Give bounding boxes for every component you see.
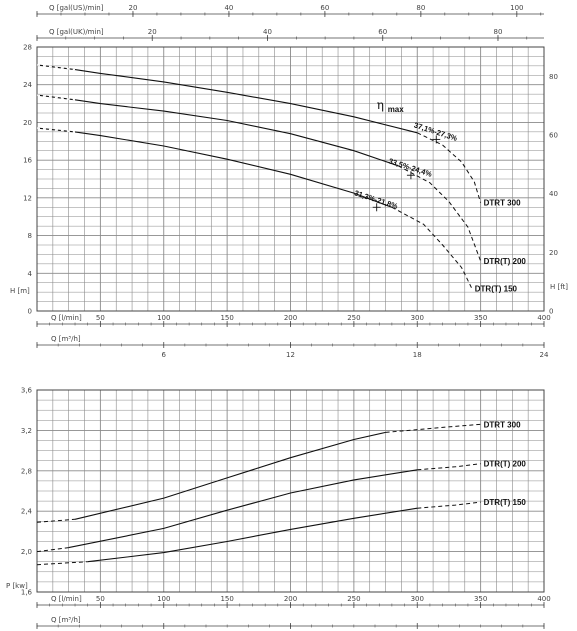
power-plot-frame	[36, 389, 545, 593]
y2-tick-label: 0	[549, 308, 553, 316]
x-tick-label: 100	[157, 595, 170, 603]
y-tick-label: 1,6	[21, 589, 33, 597]
power-curve-dashed-start	[36, 561, 88, 566]
y-axis-label: H [m]	[10, 287, 30, 295]
x-tick-label: 200	[284, 595, 297, 603]
x-tick-label: 400	[537, 595, 550, 603]
y-tick-label: 3,6	[21, 387, 33, 395]
x-tick-label: 150	[220, 314, 233, 322]
y-tick-label: 8	[28, 232, 32, 240]
x-tick-label: 50	[96, 595, 105, 603]
curve-label: DTR(T) 200	[484, 257, 527, 266]
power-curve-solid	[87, 507, 418, 563]
x-tick-label: 300	[411, 595, 424, 603]
power-curve-solid	[68, 469, 418, 549]
x2-tick-label: 6	[162, 351, 167, 359]
y2-tick-label: 20	[549, 249, 558, 257]
x2-tick-label: 18	[413, 351, 422, 359]
y-axis-label: P [kw]	[6, 582, 28, 590]
y2-tick-label: 80	[549, 73, 558, 81]
x-tick-label: 200	[284, 314, 297, 322]
y2-axis-label: H [ft]	[550, 283, 568, 291]
x-tick-label: 250	[347, 314, 360, 322]
head-curve-start-gap	[36, 94, 76, 101]
curve-label: DTR(T) 150	[484, 498, 527, 507]
y2-tick-label: 60	[549, 132, 558, 140]
y-tick-label: 12	[23, 194, 32, 202]
top-axis-tick-label: 60	[320, 4, 329, 12]
head-chart: 0 4 8 12 16 20 24 28 0 20 40 60 80 H [m] H [ft] 20 40 60 8…	[10, 4, 568, 359]
head-curve-start-gap	[36, 127, 76, 133]
head-curve-solid	[36, 127, 393, 208]
head-plot-frame	[36, 46, 545, 312]
y-tick-label: 0	[28, 308, 32, 316]
y-tick-label: 16	[23, 157, 32, 165]
top-axis-label: Q [gal(UK)/min]	[49, 28, 104, 36]
x-tick-label: 50	[96, 314, 105, 322]
top-axis-label: Q [gal(US)/min]	[49, 4, 104, 12]
eta-subscript: max	[388, 105, 405, 114]
x-tick-label: 250	[347, 595, 360, 603]
y-tick-label: 2,0	[21, 548, 32, 556]
x-axis-label: Q [l/min]	[51, 314, 82, 322]
y-tick-label: 2,4	[21, 508, 33, 516]
power-curve-dashed-start	[36, 518, 76, 523]
eta-symbol: η	[377, 98, 384, 112]
y-tick-label: 2,8	[21, 467, 32, 475]
x2-tick-label: 12	[286, 351, 295, 359]
x-tick-label: 350	[474, 595, 487, 603]
head-curve-solid	[36, 94, 399, 167]
curve-label: DTRT 300	[484, 199, 521, 208]
top-axis-tick-label: 60	[378, 28, 387, 36]
x-tick-label: 350	[474, 314, 487, 322]
power-curve-solid	[74, 431, 386, 520]
y-tick-label: 3,2	[21, 427, 32, 435]
x-axis-label: Q [l/min]	[51, 595, 82, 603]
y-tick-label: 20	[23, 119, 32, 127]
x2-tick-label: 24	[540, 351, 549, 359]
top-axis-tick-label: 80	[494, 28, 503, 36]
top-axis-tick-label: 40	[263, 28, 272, 36]
top-axis-tick-label: 20	[128, 4, 137, 12]
head-curve-dashed	[391, 206, 473, 289]
x-tick-label: 150	[220, 595, 233, 603]
x-tick-label: 400	[537, 314, 550, 322]
x-tick-label: 100	[157, 314, 170, 322]
head-curve-start-gap	[36, 64, 76, 71]
y2-tick-label: 40	[549, 190, 558, 198]
power-curve-dashed	[417, 463, 481, 471]
power-curve-dashed	[417, 501, 481, 509]
x2-axis-label: Q [m³/h]	[51, 335, 81, 343]
top-axis-tick-label: 20	[148, 28, 157, 36]
curve-label: DTRT 300	[484, 420, 521, 429]
head-curve-solid	[36, 64, 418, 134]
top-axis-tick-label: 40	[224, 4, 233, 12]
y-tick-label: 24	[23, 81, 32, 89]
x2-axis-label: Q [m³/h]	[51, 616, 81, 624]
head-curve-dashed	[397, 165, 482, 262]
head-curve-dashed	[417, 132, 482, 203]
curve-label: DTR(T) 150	[475, 284, 518, 293]
y-tick-label: 4	[28, 270, 33, 278]
top-axis-tick-label: 80	[416, 4, 425, 12]
power-curve-dashed-start	[36, 547, 69, 553]
y-tick-label: 28	[23, 44, 32, 52]
power-chart: 1,6 2,0 2,4 2,8 3,2 3,6 P [kw] 50 100 150 200 250 30…	[6, 387, 551, 629]
curve-label: DTR(T) 200	[484, 460, 527, 469]
x-tick-label: 300	[411, 314, 424, 322]
top-axis-tick-label: 100	[510, 4, 523, 12]
power-curve-dashed	[385, 423, 481, 433]
